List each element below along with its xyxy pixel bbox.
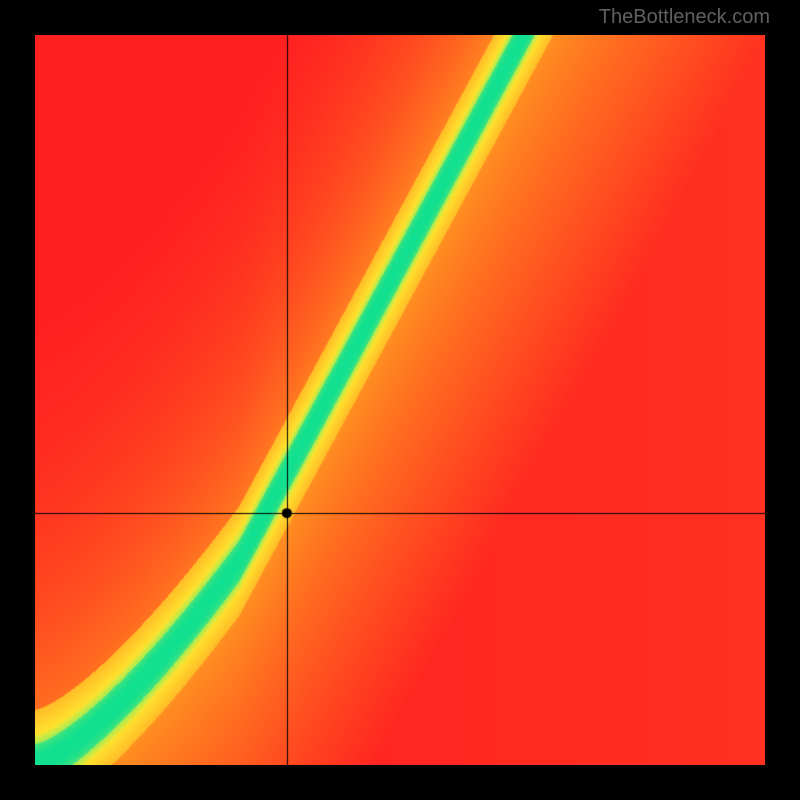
bottleneck-heatmap (35, 35, 765, 765)
heatmap-canvas (35, 35, 765, 765)
watermark-text: TheBottleneck.com (599, 6, 770, 29)
